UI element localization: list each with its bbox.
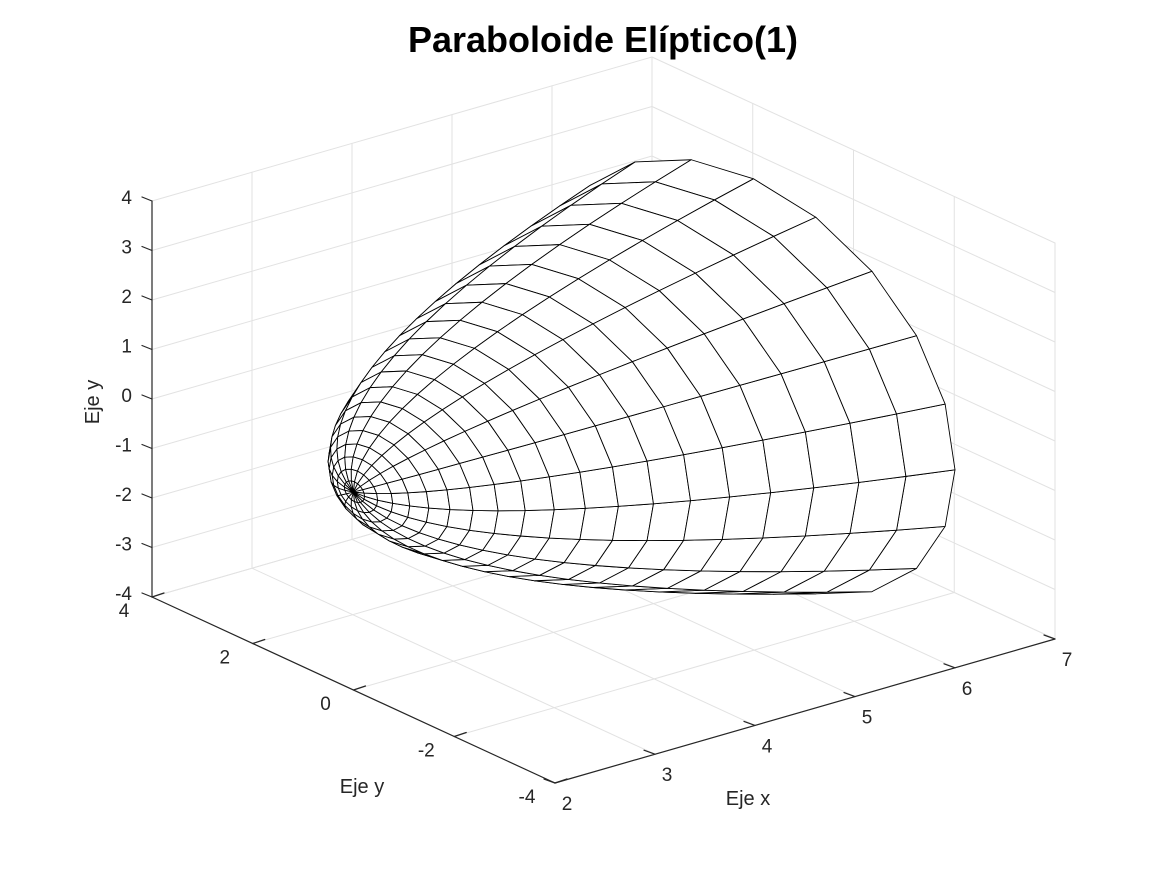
surface-face	[804, 481, 860, 537]
z-axis-label: Eje y	[82, 380, 104, 424]
z-tick-label: 3	[121, 238, 132, 259]
z-tick-label: -3	[115, 535, 132, 556]
surface-face	[493, 510, 526, 537]
surface-face	[804, 422, 860, 489]
grid-line-back-z	[151, 155, 653, 301]
z-tick-mark	[141, 295, 153, 301]
x-tick-label: 2	[562, 794, 573, 815]
surface-face	[407, 491, 430, 509]
z-tick-mark	[141, 443, 153, 450]
surface-face	[646, 454, 691, 505]
surface-face	[548, 507, 586, 540]
surface-face	[520, 476, 555, 511]
surface-face	[683, 496, 731, 541]
surface-face	[721, 439, 772, 498]
y-tick-label: -4	[519, 787, 536, 808]
surface-face	[548, 471, 586, 511]
x-tick-label: 4	[762, 736, 773, 757]
surface-face	[446, 486, 474, 511]
z-tick-label: -4	[115, 584, 132, 605]
y-tick-label: 2	[220, 648, 231, 669]
surface-face	[849, 413, 907, 483]
surface-face	[762, 431, 815, 494]
z-tick-mark	[141, 196, 153, 202]
x-tick-mark	[543, 778, 556, 784]
x-tick-label: 6	[962, 679, 973, 700]
z-tick-mark	[141, 245, 153, 252]
y-axis-label: Eje y	[340, 776, 384, 798]
z-tick-label: -2	[115, 485, 132, 506]
y-tick-label: 4	[119, 601, 130, 622]
x-tick-mark	[1043, 634, 1056, 640]
z-tick-label: 2	[121, 287, 132, 308]
x-axis-line	[554, 638, 1056, 784]
grid-line-side-z	[651, 106, 1056, 293]
x-tick-mark	[743, 720, 756, 727]
surface-face	[446, 509, 474, 531]
x-axis-label: Eje x	[726, 788, 770, 810]
y-tick-label: 0	[320, 694, 331, 715]
z-tick-mark	[141, 344, 153, 351]
grid-line-floor-y	[453, 592, 955, 737]
surface-face	[425, 489, 451, 510]
z-tick-mark	[141, 493, 153, 499]
surface-face	[896, 403, 956, 477]
z-tick-label: 4	[121, 188, 132, 209]
surface-face	[683, 447, 731, 502]
x-tick-label: 3	[662, 765, 673, 786]
x-tick-label: 7	[1062, 650, 1073, 671]
y-tick-mark	[554, 778, 568, 784]
chart-title: Paraboloide Elíptico(1)	[408, 19, 798, 60]
x-tick-mark	[643, 749, 656, 755]
z-tick-label: 0	[121, 386, 132, 407]
y-tick-label: -2	[418, 741, 435, 762]
surface-face	[579, 466, 619, 509]
x-tick-mark	[843, 691, 856, 698]
y-tick-mark	[151, 592, 165, 598]
surface-face	[612, 460, 654, 507]
surface-face	[646, 500, 691, 542]
surface-face	[520, 509, 555, 539]
surface-face	[469, 509, 499, 534]
surface-face	[826, 270, 917, 350]
grid-line-side-z	[651, 56, 1056, 244]
surface-face	[469, 484, 499, 512]
axis-lines	[141, 196, 1056, 784]
grid-line-back-z	[151, 106, 653, 251]
surface-face	[612, 503, 654, 542]
z-tick-mark	[141, 394, 153, 400]
grid-line-back-z	[151, 56, 653, 202]
x-tick-label: 5	[862, 708, 873, 729]
y-tick-mark	[252, 638, 266, 645]
paraboloid-surface	[327, 159, 956, 595]
y-tick-mark	[453, 731, 467, 738]
surface-face	[493, 480, 526, 512]
z-tick-mark	[141, 592, 153, 598]
x-tick-mark	[943, 663, 956, 669]
z-tick-mark	[141, 542, 153, 549]
surface-face	[579, 505, 619, 541]
z-tick-label: 1	[121, 337, 132, 358]
z-tick-label: -1	[115, 436, 132, 457]
y-tick-mark	[352, 685, 367, 691]
